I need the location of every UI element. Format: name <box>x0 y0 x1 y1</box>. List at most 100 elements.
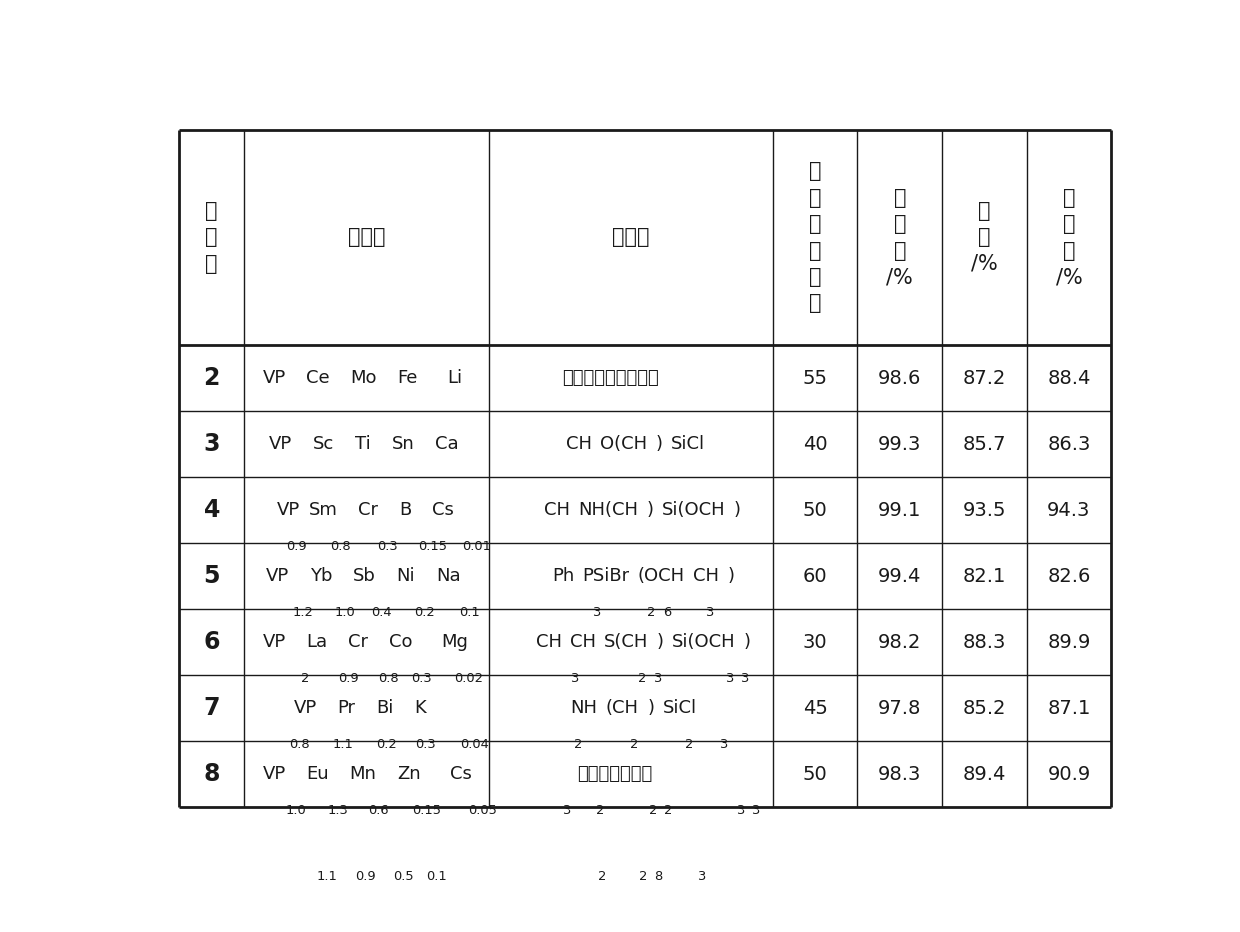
Text: 0.3: 0.3 <box>412 672 432 685</box>
Text: 0.01: 0.01 <box>463 540 491 553</box>
Text: PSiBr: PSiBr <box>583 568 630 585</box>
Text: Co: Co <box>389 633 413 651</box>
Text: CH: CH <box>565 435 591 453</box>
Text: Si(OCH: Si(OCH <box>672 633 735 651</box>
Text: 0.8: 0.8 <box>289 737 310 750</box>
Text: 98.2: 98.2 <box>878 633 921 651</box>
Text: Li: Li <box>448 369 463 387</box>
Text: 0.3: 0.3 <box>377 540 398 553</box>
Text: CH: CH <box>544 501 570 519</box>
Text: 0.8: 0.8 <box>330 540 351 553</box>
Text: K: K <box>414 699 427 718</box>
Text: 2: 2 <box>596 803 604 816</box>
Text: 选
择
性
/%: 选 择 性 /% <box>1055 188 1083 287</box>
Text: Cs: Cs <box>450 765 471 783</box>
Text: 2: 2 <box>203 366 219 391</box>
Text: 3: 3 <box>706 606 713 619</box>
Text: Mg: Mg <box>441 633 469 651</box>
Text: Sc: Sc <box>314 435 335 453</box>
Text: 50: 50 <box>802 765 827 784</box>
Text: Sm: Sm <box>309 501 337 519</box>
Text: 99.4: 99.4 <box>878 567 921 585</box>
Text: 86.3: 86.3 <box>1048 434 1091 454</box>
Text: VP: VP <box>294 699 316 718</box>
Text: 0.2: 0.2 <box>376 737 397 750</box>
Text: 2: 2 <box>647 606 656 619</box>
Text: 实
施
例: 实 施 例 <box>206 201 218 274</box>
Text: 2: 2 <box>300 672 309 685</box>
Text: 0.4: 0.4 <box>371 606 392 619</box>
Text: 7: 7 <box>203 696 219 720</box>
Text: 吡啶基三甲氧基硅烷: 吡啶基三甲氧基硅烷 <box>562 369 658 387</box>
Text: ): ) <box>734 501 740 519</box>
Text: 94.3: 94.3 <box>1048 500 1091 520</box>
Text: 50: 50 <box>802 500 827 520</box>
Text: 0.1: 0.1 <box>459 606 480 619</box>
Text: NH: NH <box>570 699 598 718</box>
Text: 1.3: 1.3 <box>327 803 348 816</box>
Text: Si(OCH: Si(OCH <box>662 501 725 519</box>
Text: ): ) <box>647 699 655 718</box>
Text: ): ) <box>657 633 663 651</box>
Text: 6: 6 <box>662 606 671 619</box>
Text: (CH: (CH <box>606 699 639 718</box>
Text: 1.2: 1.2 <box>293 606 314 619</box>
Text: 1.1: 1.1 <box>316 870 337 883</box>
Text: ): ) <box>646 501 653 519</box>
Text: Ph: Ph <box>552 568 574 585</box>
Text: La: La <box>306 633 327 651</box>
Text: 99.3: 99.3 <box>878 434 921 454</box>
Text: 0.6: 0.6 <box>368 803 389 816</box>
Text: Ni: Ni <box>397 568 415 585</box>
Text: 3: 3 <box>735 803 744 816</box>
Text: VP: VP <box>278 501 300 519</box>
Text: CH: CH <box>536 633 562 651</box>
Text: 噻吩基三溴硅烷: 噻吩基三溴硅烷 <box>578 765 652 783</box>
Text: 0.3: 0.3 <box>415 737 436 750</box>
Text: Cr: Cr <box>358 501 378 519</box>
Text: 1.0: 1.0 <box>285 803 306 816</box>
Text: 0.05: 0.05 <box>469 803 497 816</box>
Text: Ti: Ti <box>355 435 371 453</box>
Text: 收
率
/%: 收 率 /% <box>971 201 998 274</box>
Text: 87.2: 87.2 <box>962 368 1006 388</box>
Text: 3: 3 <box>719 737 728 750</box>
Text: 3: 3 <box>562 803 570 816</box>
Text: 有机硅: 有机硅 <box>613 227 650 247</box>
Text: 97.8: 97.8 <box>878 699 921 718</box>
Text: 8: 8 <box>655 870 662 883</box>
Text: 0.5: 0.5 <box>393 870 414 883</box>
Text: Eu: Eu <box>306 765 329 783</box>
Text: Sb: Sb <box>353 568 376 585</box>
Text: 0.9: 0.9 <box>337 672 358 685</box>
Text: 2: 2 <box>598 870 606 883</box>
Text: CH: CH <box>693 568 719 585</box>
Text: 87.1: 87.1 <box>1048 699 1091 718</box>
Text: VP: VP <box>265 568 289 585</box>
Text: 0.8: 0.8 <box>378 672 399 685</box>
Text: 88.4: 88.4 <box>1048 368 1091 388</box>
Text: 0.9: 0.9 <box>285 540 306 553</box>
Text: 55: 55 <box>802 368 828 388</box>
Text: 99.1: 99.1 <box>878 500 921 520</box>
Text: ): ) <box>728 568 734 585</box>
Text: 0.02: 0.02 <box>454 672 482 685</box>
Text: 4: 4 <box>203 498 219 522</box>
Text: 82.1: 82.1 <box>962 567 1006 585</box>
Text: Ca: Ca <box>435 435 459 453</box>
Text: Cs: Cs <box>432 501 454 519</box>
Text: 2: 2 <box>684 737 693 750</box>
Text: 89.4: 89.4 <box>962 765 1006 784</box>
Text: 3: 3 <box>653 672 662 685</box>
Text: 1.1: 1.1 <box>332 737 353 750</box>
Text: 3: 3 <box>203 432 219 456</box>
Text: 3: 3 <box>725 672 734 685</box>
Text: 2: 2 <box>630 737 637 750</box>
Text: 6: 6 <box>203 630 219 654</box>
Text: 3: 3 <box>751 803 759 816</box>
Text: VP: VP <box>263 765 285 783</box>
Text: 0.2: 0.2 <box>414 606 435 619</box>
Text: ): ) <box>744 633 751 651</box>
Text: 93.5: 93.5 <box>962 500 1006 520</box>
Text: 98.6: 98.6 <box>878 368 921 388</box>
